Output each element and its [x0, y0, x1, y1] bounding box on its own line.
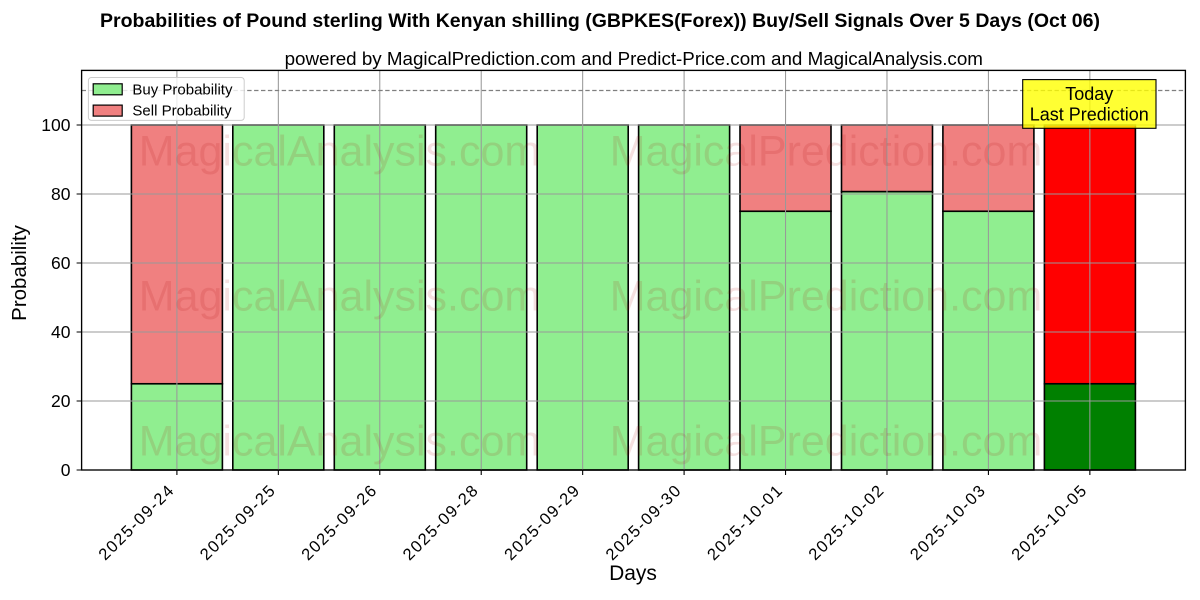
svg-text:MagicalPrediction.com: MagicalPrediction.com [610, 418, 1043, 466]
svg-text:Days: Days [609, 562, 657, 585]
svg-text:MagicalPrediction.com: MagicalPrediction.com [610, 128, 1043, 176]
svg-text:Probabilities of Pound sterlin: Probabilities of Pound sterling With Ken… [100, 10, 1100, 32]
svg-text:40: 40 [51, 322, 71, 342]
svg-text:0: 0 [61, 460, 71, 480]
svg-text:60: 60 [51, 253, 71, 273]
svg-text:powered by MagicalPrediction.c: powered by MagicalPrediction.com and Pre… [285, 48, 983, 69]
svg-text:Today: Today [1065, 84, 1113, 104]
svg-text:80: 80 [51, 184, 71, 204]
svg-text:MagicalAnalysis.com: MagicalAnalysis.com [139, 128, 540, 176]
svg-text:Buy Probability: Buy Probability [132, 81, 233, 98]
svg-text:MagicalPrediction.com: MagicalPrediction.com [610, 273, 1043, 321]
svg-text:20: 20 [51, 391, 71, 411]
svg-text:MagicalAnalysis.com: MagicalAnalysis.com [139, 273, 540, 321]
svg-text:MagicalAnalysis.com: MagicalAnalysis.com [139, 418, 540, 466]
svg-text:Sell Probability: Sell Probability [132, 103, 232, 120]
svg-text:100: 100 [41, 115, 70, 135]
svg-text:Last Prediction: Last Prediction [1030, 105, 1149, 125]
svg-text:Probability: Probability [8, 224, 31, 320]
